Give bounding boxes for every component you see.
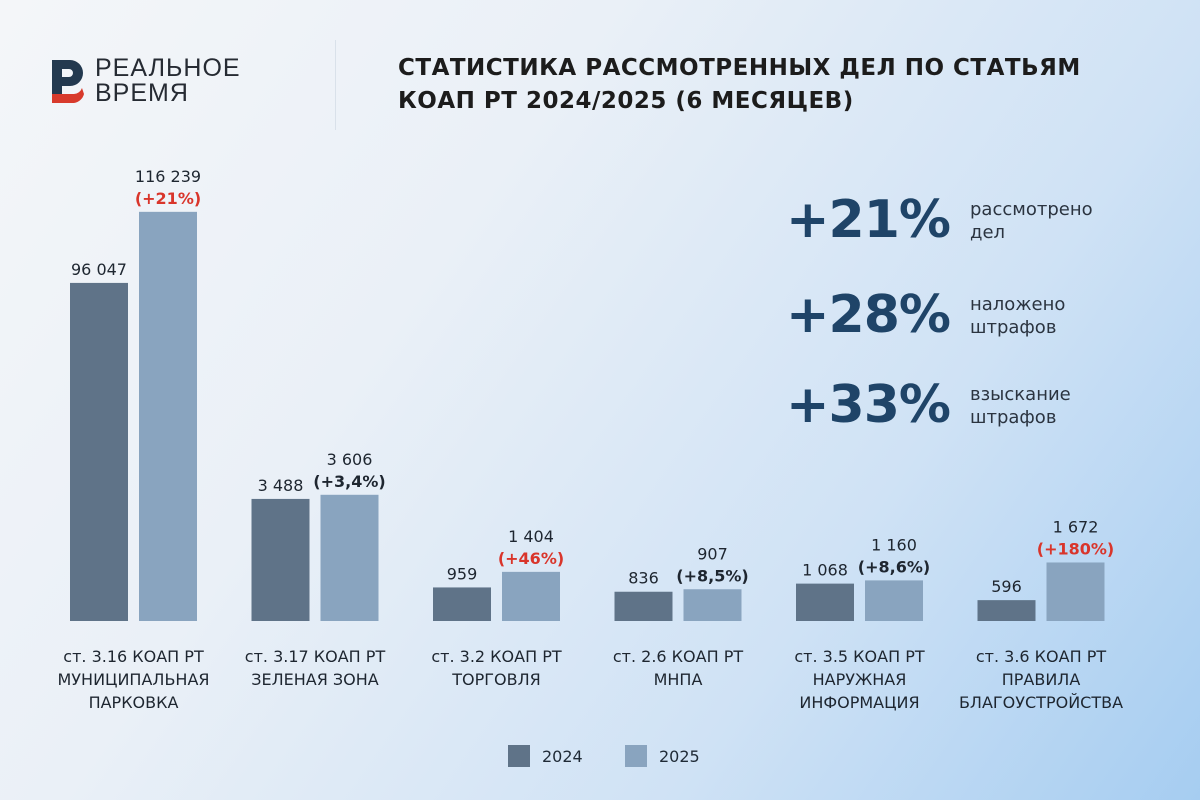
value-label-2025-2: 3 606 bbox=[327, 450, 373, 469]
bar-2024-1 bbox=[70, 282, 128, 621]
category-label-line1: ст. 3.17 КОАП РТ bbox=[244, 647, 386, 666]
change-label-3: (+46%) bbox=[498, 549, 564, 568]
change-label-2: (+3,4%) bbox=[313, 472, 385, 491]
bar-2025-4 bbox=[683, 589, 742, 621]
bar-2025-6 bbox=[1046, 562, 1105, 621]
value-label-2025-1: 116 239 bbox=[135, 167, 201, 186]
bar-2024-6 bbox=[977, 600, 1036, 621]
legend-label-2024: 2024 bbox=[542, 746, 583, 766]
legend-swatch-2024 bbox=[508, 745, 530, 767]
change-label-4: (+8,5%) bbox=[676, 566, 748, 585]
bar-2025-1 bbox=[139, 211, 197, 621]
legend-label-2025: 2025 bbox=[659, 746, 700, 766]
category-label-6: ст. 3.6 КОАП РТ ПРАВИЛА БЛАГОУСТРОЙСТВА bbox=[951, 645, 1131, 714]
highlight-label-2: наложено штрафов bbox=[970, 294, 1066, 338]
title-line-1: СТАТИСТИКА РАССМОТРЕННЫХ ДЕЛ ПО СТАТЬЯМ bbox=[398, 55, 1081, 81]
logo-line-2: ВРЕМЯ bbox=[95, 79, 189, 107]
category-label-5: ст. 3.5 КОАП РТ НАРУЖНАЯ ИНФОРМАЦИЯ bbox=[770, 645, 950, 714]
bar-2025-2 bbox=[320, 494, 379, 621]
change-label-6: (+180%) bbox=[1037, 539, 1114, 558]
highlight-value-2: +28% bbox=[785, 285, 951, 345]
category-label-line2: ЗЕЛЕНАЯ ЗОНА bbox=[251, 670, 379, 689]
bar-2024-2 bbox=[251, 498, 310, 621]
category-label-line1: ст. 3.6 КОАП РТ bbox=[975, 647, 1107, 666]
highlight-value-1: +21% bbox=[785, 190, 951, 250]
category-label-2: ст. 3.17 КОАП РТ ЗЕЛЕНАЯ ЗОНА bbox=[225, 645, 405, 691]
value-label-2025-5: 1 160 bbox=[871, 535, 917, 554]
value-label-2024-1: 96 047 bbox=[71, 260, 127, 279]
category-label-3: ст. 3.2 КОАП РТ ТОРГОВЛЯ bbox=[407, 645, 587, 691]
highlight-value-3: +33% bbox=[785, 375, 951, 435]
logo-text: РЕАЛЬНОЕ ВРЕМЯ bbox=[95, 56, 241, 106]
category-label-line1: ст. 3.16 КОАП РТ bbox=[63, 647, 204, 666]
value-label-2025-3: 1 404 bbox=[508, 527, 554, 546]
bar-2024-3 bbox=[433, 587, 491, 621]
header-divider bbox=[335, 40, 336, 130]
change-label-5: (+8,6%) bbox=[858, 557, 930, 576]
legend-swatch-2025 bbox=[625, 745, 647, 767]
value-label-2024-2: 3 488 bbox=[258, 476, 304, 495]
category-label-4: ст. 2.6 КОАП РТ МНПА bbox=[588, 645, 768, 691]
legend-item-2025: 2025 bbox=[625, 745, 700, 767]
category-label-line1: ст. 3.2 КОАП РТ bbox=[431, 647, 562, 666]
bar-2025-3 bbox=[502, 571, 560, 621]
value-label-2024-6: 596 bbox=[991, 577, 1022, 596]
logo-line-1: РЕАЛЬНОЕ bbox=[95, 54, 241, 82]
category-label-line1: ст. 3.5 КОАП РТ bbox=[794, 647, 925, 666]
highlight-label-3: взыскание штрафов bbox=[970, 384, 1071, 428]
title-line-2: КОАП РТ 2024/2025 (6 МЕСЯЦЕВ) bbox=[398, 88, 854, 114]
category-label-line2: МНПА bbox=[653, 670, 703, 689]
value-label-2025-4: 907 bbox=[697, 544, 728, 563]
category-label-line2: МУНИЦИПАЛЬНАЯ bbox=[57, 670, 210, 689]
category-label-line2: ТОРГОВЛЯ bbox=[452, 670, 541, 689]
category-label-line2: ПРАВИЛА bbox=[1001, 670, 1081, 689]
value-label-2025-6: 1 672 bbox=[1053, 517, 1099, 536]
bar-2024-5 bbox=[796, 583, 854, 621]
category-label-line2: НАРУЖНАЯ bbox=[812, 670, 907, 689]
bar-2024-4 bbox=[614, 591, 673, 621]
change-label-1: (+21%) bbox=[135, 189, 201, 208]
page-title: СТАТИСТИКА РАССМОТРЕННЫХ ДЕЛ ПО СТАТЬЯМ … bbox=[398, 52, 1081, 118]
legend-item-2024: 2024 bbox=[508, 745, 583, 767]
highlight-label-1: рассмотрено дел bbox=[970, 199, 1093, 243]
value-label-2024-5: 1 068 bbox=[802, 561, 848, 580]
logo-icon bbox=[52, 60, 84, 103]
value-label-2024-4: 836 bbox=[628, 569, 659, 588]
category-label-line1: ст. 2.6 КОАП РТ bbox=[612, 647, 744, 666]
category-label-line3: ИНФОРМАЦИЯ bbox=[799, 693, 920, 712]
value-label-2024-3: 959 bbox=[447, 564, 478, 583]
category-label-line3: БЛАГОУСТРОЙСТВА bbox=[958, 693, 1124, 712]
category-label-1: ст. 3.16 КОАП РТ МУНИЦИПАЛЬНАЯ ПАРКОВКА bbox=[44, 645, 224, 714]
bar-2025-5 bbox=[865, 580, 923, 621]
category-label-line3: ПАРКОВКА bbox=[88, 693, 179, 712]
